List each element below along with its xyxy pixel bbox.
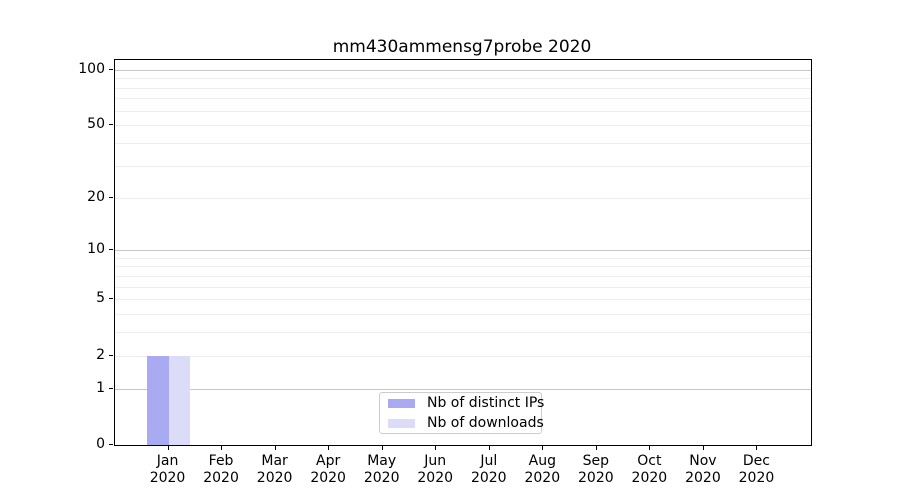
minor-gridline: [115, 266, 811, 268]
y-tick-label: 10: [87, 241, 105, 258]
y-tick-mark: [109, 354, 113, 356]
y-tick-label: 2: [96, 346, 105, 363]
y-tick-label: 0: [96, 436, 105, 452]
minor-gridline: [115, 332, 811, 334]
y-tick-mark: [109, 124, 113, 126]
x-tick-mark: [649, 446, 651, 450]
minor-gridline: [115, 165, 811, 167]
legend-swatch-distinct-ips: [388, 398, 415, 408]
y-tick-label: 50: [87, 116, 105, 133]
minor-gridline: [115, 78, 811, 80]
y-tick-label: 1: [96, 379, 105, 396]
x-tick-label: Sep 2020: [578, 453, 614, 486]
legend-label-downloads: Nb of downloads: [427, 414, 544, 431]
x-tick-mark: [381, 446, 383, 450]
x-tick-label: Aug 2020: [524, 453, 561, 486]
x-tick-label: Feb 2020: [203, 453, 239, 486]
minor-gridline: [115, 257, 811, 259]
minor-gridline: [115, 98, 811, 100]
x-tick-mark: [542, 446, 544, 450]
y-tick-mark: [109, 249, 113, 251]
minor-gridline: [115, 286, 811, 288]
x-tick-label: Mar 2020: [256, 453, 293, 486]
x-tick-mark: [328, 446, 330, 450]
legend-label-distinct-ips: Nb of distinct IPs: [427, 394, 545, 411]
x-tick-mark: [488, 446, 490, 450]
bar-distinct-ips: [146, 355, 169, 445]
chart-title: mm430ammensg7probe 2020: [332, 37, 592, 57]
minor-gridline: [115, 314, 811, 316]
legend-item-distinct-ips: Nb of distinct IPs: [380, 394, 545, 412]
x-tick-label: Dec 2020: [738, 453, 775, 486]
minor-gridline: [115, 299, 811, 301]
y-tick-label: 100: [78, 60, 105, 77]
legend: Nb of distinct IPs Nb of downloads: [379, 392, 545, 434]
bar-downloads: [168, 355, 191, 445]
x-tick-label: Nov 2020: [685, 453, 721, 486]
minor-gridline: [115, 197, 811, 199]
y-tick-mark: [109, 444, 113, 445]
x-tick-label: Jun 2020: [417, 453, 454, 486]
x-tick-mark: [435, 446, 437, 450]
minor-gridline: [115, 355, 811, 357]
y-tick-mark: [109, 387, 113, 389]
minor-gridline: [115, 275, 811, 277]
x-tick-mark: [221, 446, 223, 450]
major-gridline: [115, 250, 811, 252]
y-tick-mark: [109, 196, 113, 198]
x-tick-label: Oct 2020: [631, 453, 668, 486]
y-tick-mark: [109, 68, 113, 70]
y-tick-label: 20: [87, 188, 105, 205]
major-gridline: [115, 388, 811, 390]
x-tick-mark: [274, 446, 276, 450]
major-gridline: [115, 69, 811, 71]
minor-gridline: [115, 125, 811, 127]
plot-area: Nb of distinct IPs Nb of downloads: [114, 59, 812, 446]
x-tick-label: May 2020: [363, 453, 400, 486]
x-tick-label: Jan 2020: [149, 453, 186, 486]
x-tick-label: Jul 2020: [470, 453, 507, 486]
x-tick-label: Apr 2020: [310, 453, 346, 486]
x-tick-mark: [702, 446, 704, 450]
legend-swatch-downloads: [388, 418, 415, 428]
minor-gridline: [115, 110, 811, 112]
minor-gridline: [115, 87, 811, 89]
x-tick-mark: [756, 446, 758, 450]
legend-item-downloads: Nb of downloads: [380, 414, 544, 432]
minor-gridline: [115, 143, 811, 145]
y-tick-label: 5: [96, 290, 105, 307]
y-tick-mark: [109, 298, 113, 300]
x-tick-mark: [167, 446, 169, 450]
x-tick-mark: [595, 446, 597, 450]
